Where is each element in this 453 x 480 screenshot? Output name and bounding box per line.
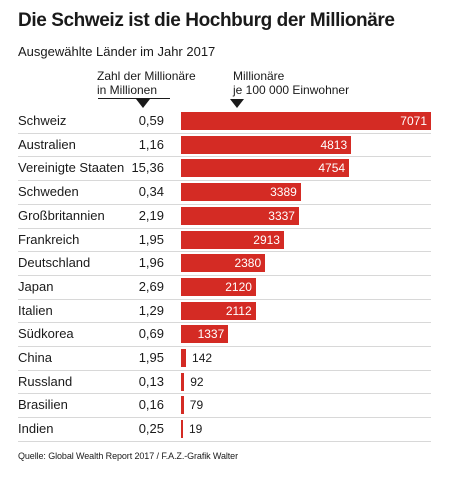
- arrow-down-icon: [136, 99, 150, 108]
- millionaires-value: 2,19: [138, 207, 164, 223]
- density-value: 2112: [225, 303, 252, 318]
- row-divider: [18, 227, 431, 229]
- row-divider: [18, 298, 431, 300]
- millionaires-value: 0,25: [138, 421, 164, 437]
- column-header-density: Millionäre je 100 000 Einwohner: [233, 69, 349, 97]
- row-divider: [18, 440, 431, 442]
- density-bar: [181, 112, 431, 130]
- millionaires-value: 1,95: [138, 231, 164, 247]
- country-label: Vereinigte Staaten: [18, 160, 125, 176]
- column-header-density-line2: je 100 000 Einwohner: [233, 83, 350, 97]
- row-divider: [18, 251, 431, 253]
- density-value: 2380: [234, 256, 262, 271]
- row-divider: [18, 417, 431, 419]
- row-divider: [18, 180, 431, 182]
- column-header-millionaires-line1: Zahl der Millionäre: [97, 69, 196, 83]
- country-label: Australien: [18, 136, 76, 152]
- row-divider: [18, 369, 431, 371]
- arrow-down-icon: [230, 99, 244, 108]
- country-label: Italien: [18, 302, 53, 318]
- millionaires-value: 1,95: [138, 350, 164, 365]
- density-bar: [181, 325, 229, 344]
- column-header-millionaires: Zahl der Millionäre in Millionen: [97, 69, 196, 97]
- density-value: 19: [189, 422, 203, 437]
- row-divider: [18, 132, 431, 134]
- density-bar: [181, 301, 256, 320]
- density-value: 142: [192, 351, 213, 365]
- density-value: 3389: [270, 185, 297, 200]
- millionaires-value: 0,16: [138, 397, 164, 413]
- density-value: 79: [189, 398, 204, 413]
- density-bar: [181, 277, 256, 296]
- country-label: China: [18, 350, 52, 365]
- millionaires-value: 1,16: [138, 136, 164, 152]
- density-value: 2120: [225, 279, 252, 294]
- row-divider: [18, 156, 431, 158]
- density-value: 2913: [253, 232, 280, 247]
- country-label: Japan: [18, 278, 54, 294]
- country-label: Schweiz: [18, 113, 67, 128]
- row-divider: [18, 322, 431, 324]
- country-label: Großbritannien: [18, 207, 105, 223]
- chart-subtitle: Ausgewählte Länder im Jahr 2017: [18, 44, 216, 59]
- millionaires-value: 0,34: [138, 184, 164, 200]
- millionaires-value: 2,69: [138, 278, 164, 294]
- density-bar: [181, 372, 185, 391]
- column-header-density-line1: Millionäre: [233, 69, 285, 83]
- millionaires-value: 0,13: [138, 373, 164, 389]
- country-label: Schweden: [18, 184, 79, 200]
- density-value: 4754: [318, 161, 346, 176]
- row-divider: [18, 203, 431, 205]
- density-bar: [181, 183, 301, 202]
- millionaires-value: 0,69: [138, 326, 164, 342]
- row-divider: [18, 274, 431, 276]
- country-label: Frankreich: [18, 231, 80, 247]
- density-bar: [181, 349, 187, 367]
- source-note: Quelle: Global Wealth Report 2017 / F.A.…: [18, 451, 238, 461]
- country-label: Brasilien: [18, 397, 68, 413]
- density-bar: [181, 420, 183, 439]
- country-label: Russland: [18, 373, 73, 389]
- density-bar: [181, 135, 352, 154]
- density-value: 4813: [320, 137, 348, 152]
- density-value: 92: [190, 374, 204, 389]
- density-bar: [181, 206, 299, 225]
- density-bar: [181, 396, 184, 415]
- density-value: 3337: [268, 208, 295, 223]
- millionaires-value: 0,59: [138, 113, 164, 128]
- country-label: Südkorea: [18, 326, 74, 342]
- row-divider: [18, 346, 431, 347]
- row-divider: [18, 393, 431, 395]
- column-header-millionaires-line2: in Millionen: [97, 83, 158, 97]
- column-header-millionaires-rule: [98, 98, 170, 99]
- density-value: 7071: [400, 114, 427, 128]
- density-bar: [181, 254, 266, 273]
- millionaires-value: 1,96: [138, 255, 164, 271]
- chart-title: Die Schweiz ist die Hochburg der Million…: [18, 10, 395, 31]
- density-bar: [181, 159, 350, 178]
- density-bar: [181, 230, 284, 249]
- millionaires-value: 15,36: [131, 160, 164, 176]
- millionaires-value: 1,29: [138, 302, 164, 318]
- country-label: Indien: [18, 421, 54, 437]
- density-value: 1337: [197, 327, 225, 342]
- country-label: Deutschland: [18, 255, 91, 271]
